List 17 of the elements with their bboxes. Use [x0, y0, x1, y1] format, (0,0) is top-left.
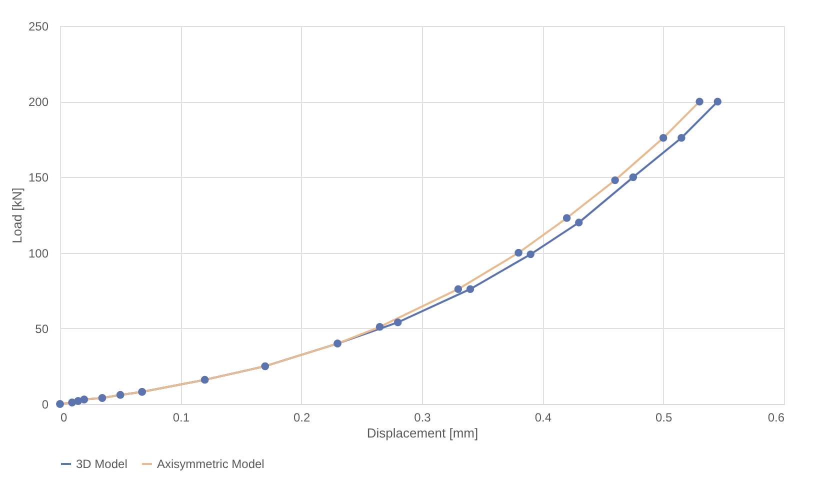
x-tick-label: 0.5	[655, 410, 672, 424]
legend-label: Axisymmetric Model	[157, 457, 264, 471]
y-tick-label: 100	[28, 246, 49, 260]
y-tick-label: 0	[42, 398, 49, 412]
x-tick-label: 0.1	[172, 410, 190, 424]
x-tick-label: 0.6	[768, 410, 785, 424]
x-tick-label: 0.4	[534, 410, 552, 424]
y-tick-label: 200	[28, 95, 49, 110]
x-axis-title: Displacement [mm]	[366, 426, 478, 440]
x-tick-label: 0.2	[293, 410, 310, 424]
y-tick-label: 250	[28, 20, 49, 34]
x-tick-label: 0.3	[414, 410, 432, 424]
y-axis-title: Load [kN]	[9, 188, 24, 244]
y-tick-label: 150	[28, 170, 49, 185]
x-tick-label: 0	[60, 410, 68, 424]
y-tick-label: 50	[35, 322, 49, 336]
legend-label: 3D Model	[76, 457, 128, 471]
